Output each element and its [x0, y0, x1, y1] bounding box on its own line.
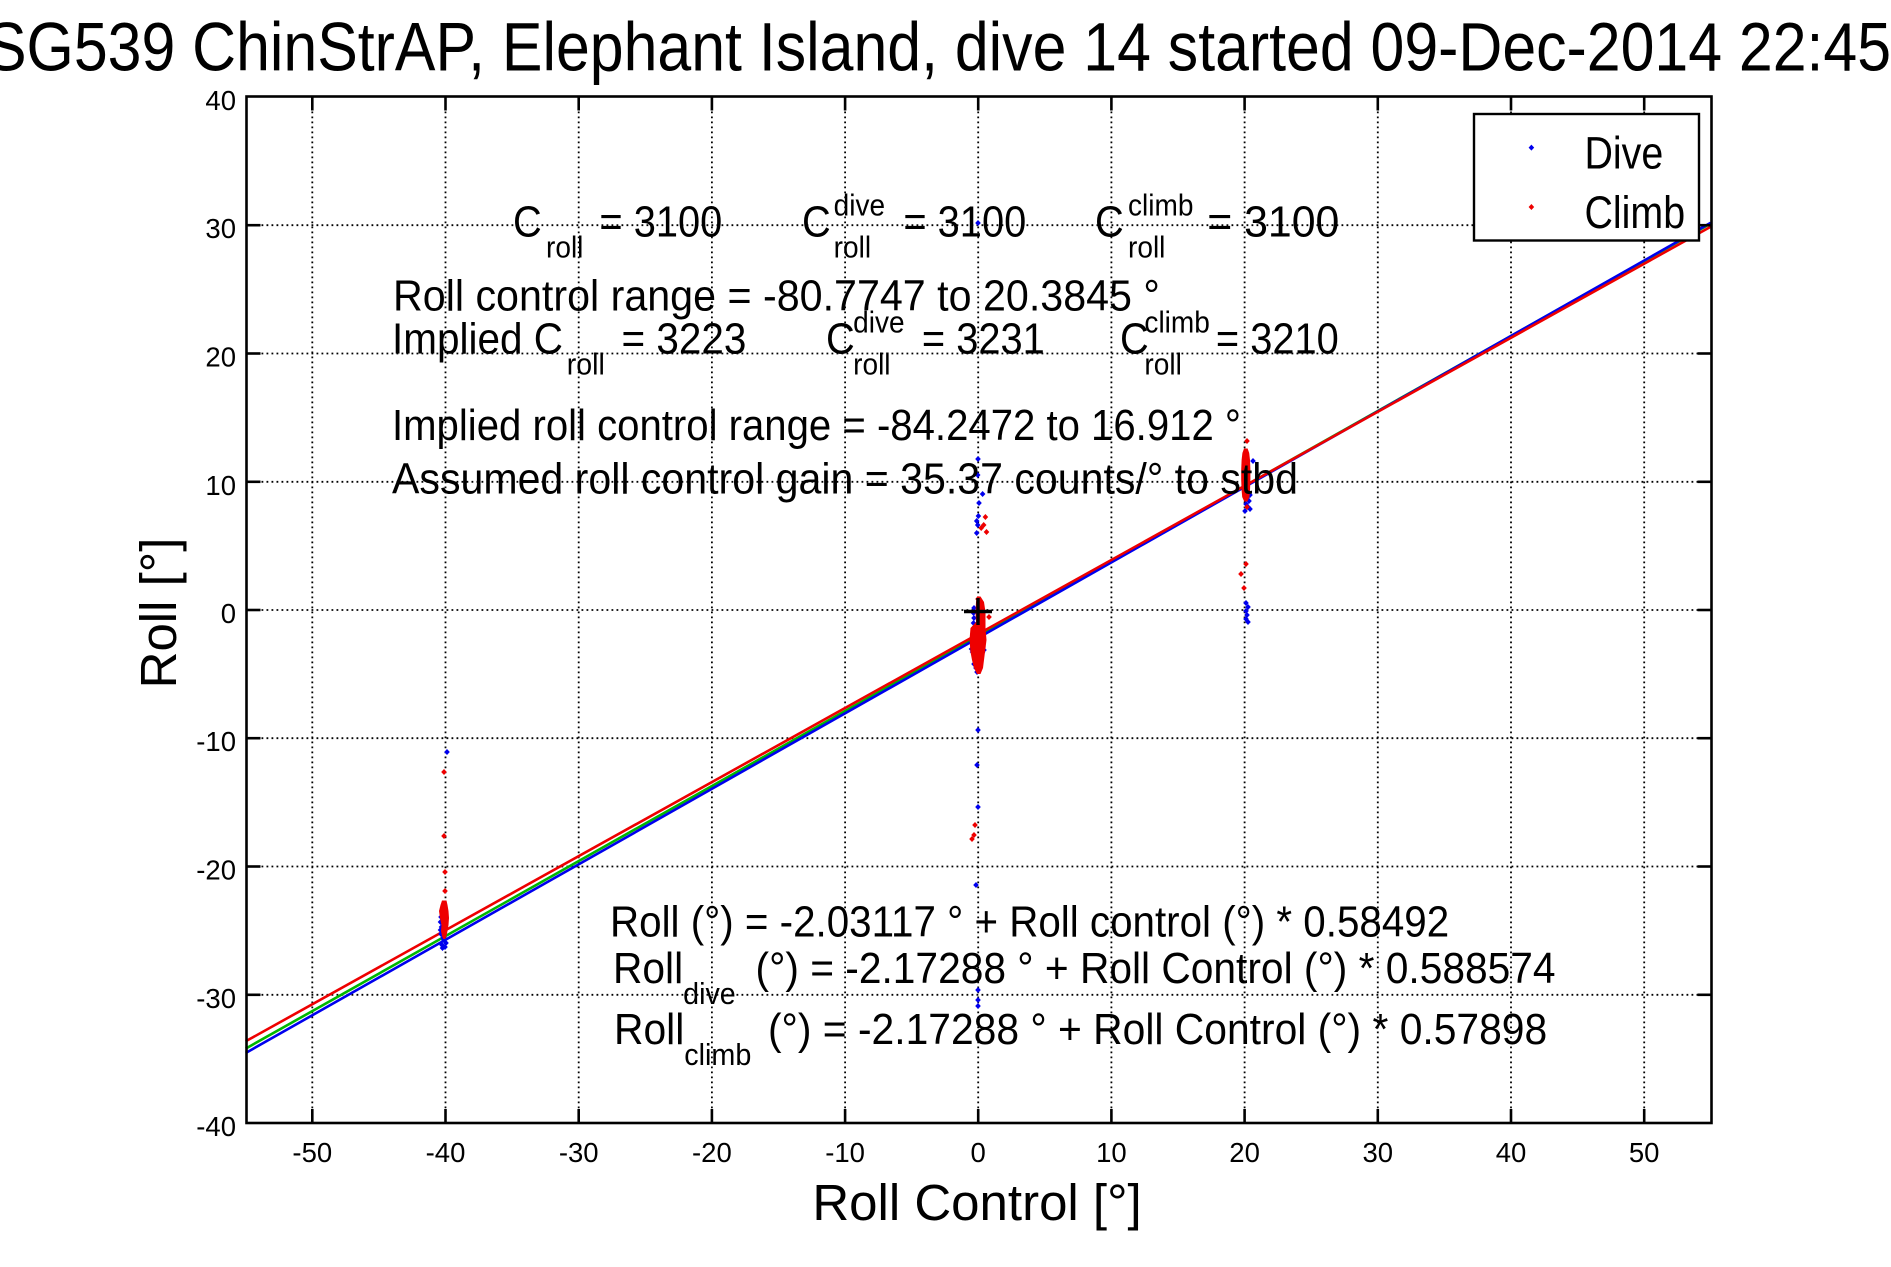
svg-text:-30: -30 [559, 1137, 599, 1168]
svg-text:Roll control range = -80.7747: Roll control range = -80.7747 to 20.3845… [393, 271, 1160, 321]
svg-text:SG539 ChinStrAP, Elephant Isla: SG539 ChinStrAP, Elephant Island, dive 1… [0, 8, 1891, 85]
svg-text:Roll [°]: Roll [°] [130, 538, 187, 689]
svg-text:10: 10 [205, 470, 236, 501]
svg-text:40: 40 [205, 85, 236, 116]
svg-text:30: 30 [1363, 1137, 1394, 1168]
svg-text:-30: -30 [196, 983, 236, 1014]
svg-text:Roll Control [°]: Roll Control [°] [812, 1174, 1141, 1231]
svg-text:Assumed roll control gain = 35: Assumed roll control gain = 35.37 counts… [392, 454, 1298, 504]
svg-text:-40: -40 [426, 1137, 466, 1168]
svg-text:20: 20 [205, 342, 236, 373]
svg-text:-10: -10 [825, 1137, 865, 1168]
svg-text:10: 10 [1096, 1137, 1127, 1168]
svg-text:Roll (°) = -2.03117 ° + Roll c: Roll (°) = -2.03117 ° + Roll control (°)… [610, 897, 1449, 946]
svg-text:Climb: Climb [1585, 188, 1686, 238]
svg-text:-50: -50 [292, 1137, 332, 1168]
svg-text:Implied roll control range = -: Implied roll control range = -84.2472 to… [392, 400, 1241, 449]
svg-text:-40: -40 [196, 1111, 236, 1142]
svg-text:-20: -20 [196, 855, 236, 886]
svg-text:Dive: Dive [1585, 128, 1664, 178]
svg-text:-10: -10 [196, 726, 236, 757]
svg-text:0: 0 [221, 598, 236, 629]
svg-text:0: 0 [971, 1137, 986, 1168]
svg-text:20: 20 [1229, 1137, 1260, 1168]
svg-text:50: 50 [1629, 1137, 1660, 1168]
svg-text:40: 40 [1496, 1137, 1527, 1168]
svg-text:-20: -20 [692, 1137, 732, 1168]
svg-text:30: 30 [205, 213, 236, 244]
